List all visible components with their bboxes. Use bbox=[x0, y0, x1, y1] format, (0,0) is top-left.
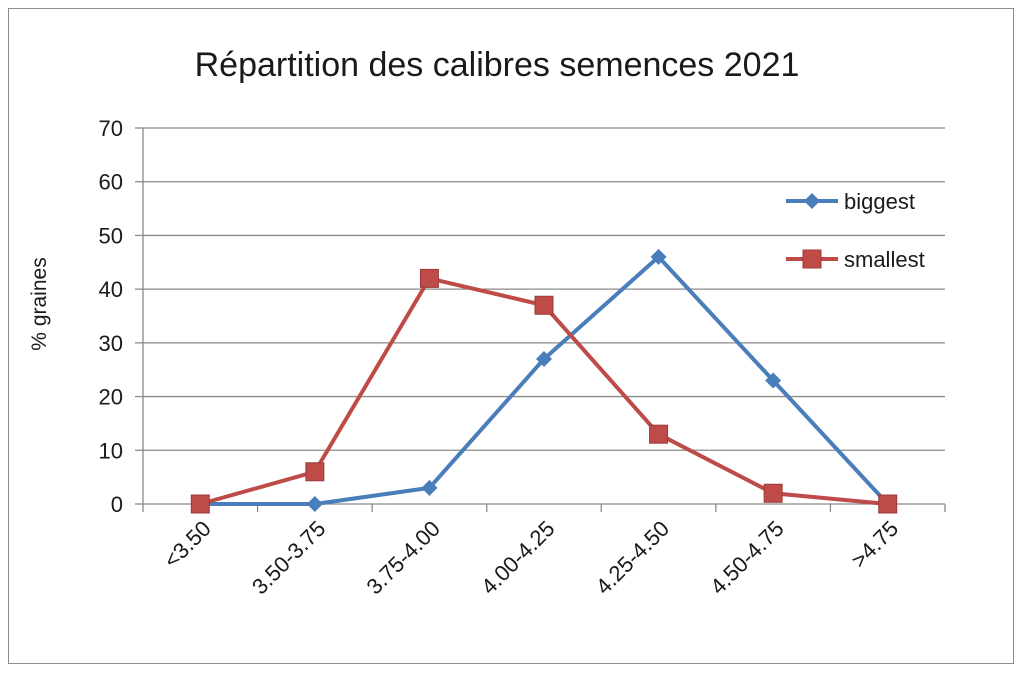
series-smallest bbox=[190, 268, 898, 514]
legend-marker bbox=[802, 249, 822, 269]
legend-entry-biggest: biggest bbox=[786, 189, 915, 214]
x-tick-label: >4.75 bbox=[846, 516, 903, 573]
y-axis-label: % graines bbox=[28, 257, 51, 350]
data-point-smallest bbox=[534, 295, 554, 315]
y-tick-label: 40 bbox=[99, 277, 123, 302]
y-tick-label: 10 bbox=[99, 438, 123, 463]
legend-label: biggest bbox=[844, 189, 915, 214]
y-tick-label: 60 bbox=[99, 170, 123, 195]
chart-frame bbox=[8, 8, 1014, 664]
data-point-smallest bbox=[763, 483, 783, 503]
x-tick-label: 4.50-4.75 bbox=[705, 516, 788, 599]
data-point-biggest bbox=[421, 479, 438, 496]
data-point-smallest bbox=[305, 462, 325, 482]
gridlines bbox=[143, 127, 945, 451]
series-layer bbox=[190, 248, 898, 514]
tick-labels: 0 10 20 30 40 50 60 70 <3.50 3.50-3.75 3.75-4.00 4.… bbox=[99, 116, 904, 599]
y-tick-label: 30 bbox=[99, 331, 123, 356]
legend: biggest smallest bbox=[786, 189, 925, 272]
y-tick-label: 50 bbox=[99, 223, 123, 248]
x-tick-label: 3.50-3.75 bbox=[247, 516, 330, 599]
data-point-biggest bbox=[306, 496, 323, 512]
x-tick-label: 3.75-4.00 bbox=[362, 516, 445, 599]
x-tick-label: <3.50 bbox=[159, 516, 216, 573]
legend-marker bbox=[804, 193, 820, 209]
axes bbox=[135, 127, 946, 512]
data-point-smallest bbox=[878, 494, 898, 514]
x-tick-label: 4.00-4.25 bbox=[476, 516, 559, 599]
data-point-biggest bbox=[650, 248, 667, 265]
data-point-smallest bbox=[649, 424, 669, 444]
data-point-biggest bbox=[536, 350, 552, 367]
chart-title: Répartition des calibres semences 2021 bbox=[195, 46, 800, 84]
data-point-smallest bbox=[419, 268, 439, 288]
y-tick-label: 0 bbox=[111, 492, 123, 517]
legend-label: smallest bbox=[844, 247, 925, 272]
data-point-biggest bbox=[765, 372, 782, 389]
y-tick-label: 20 bbox=[99, 385, 123, 410]
series-line-biggest bbox=[200, 254, 890, 506]
x-tick-label: 4.25-4.50 bbox=[591, 516, 674, 599]
y-tick-label: 70 bbox=[99, 116, 123, 141]
legend-entry-smallest: smallest bbox=[786, 247, 925, 272]
data-point-smallest bbox=[190, 494, 210, 514]
series-biggest bbox=[192, 248, 896, 512]
